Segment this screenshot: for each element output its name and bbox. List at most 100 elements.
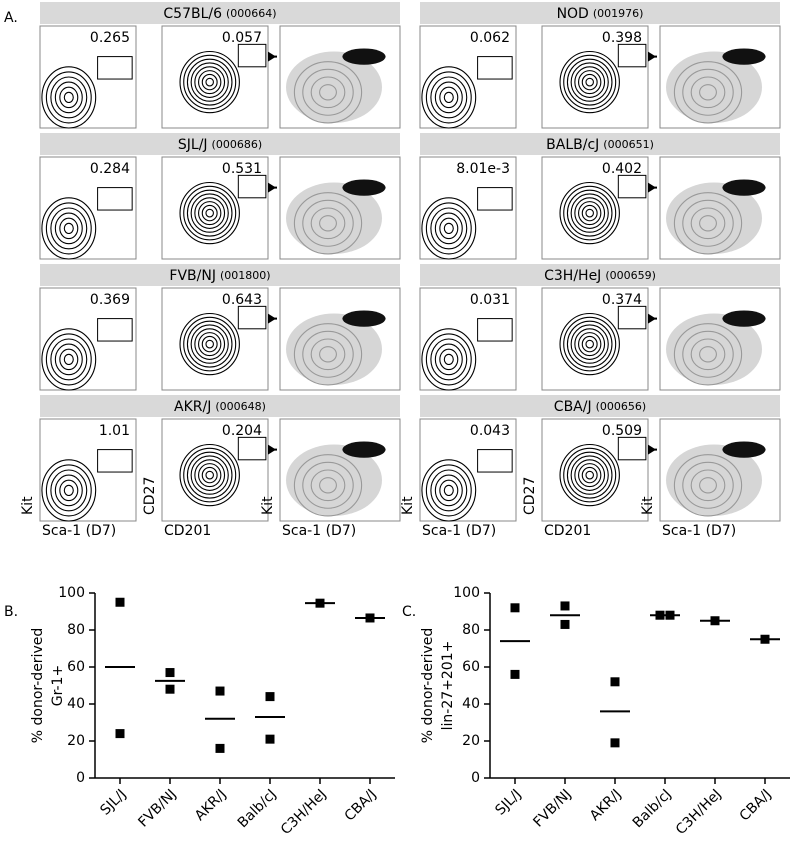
strain-title: AKR/J (000648) xyxy=(174,399,266,415)
contour xyxy=(559,181,620,245)
contour xyxy=(302,330,354,378)
contour xyxy=(186,58,233,106)
gate-value: 0.398 xyxy=(602,30,642,46)
contour xyxy=(439,348,459,371)
axis-label: CD27 xyxy=(522,477,538,515)
strain-header xyxy=(40,2,400,24)
strain-header xyxy=(40,395,400,417)
y-tick-label: 0 xyxy=(76,770,85,786)
contour xyxy=(319,84,337,101)
contour xyxy=(425,464,472,517)
gate xyxy=(237,174,267,199)
data-point xyxy=(510,603,520,613)
contour xyxy=(310,207,346,240)
x-tick-label: CBA/J xyxy=(737,786,775,824)
contour xyxy=(430,469,468,512)
axis-label: CD27 xyxy=(142,477,158,515)
contour xyxy=(194,459,226,491)
contour xyxy=(421,459,477,522)
x-tick-label: C3H/HeJ xyxy=(673,786,725,838)
contour xyxy=(682,199,734,247)
x-tick-label: Balb/cJ xyxy=(235,786,280,831)
gate-value: 0.043 xyxy=(470,423,510,439)
y-tick-label: 80 xyxy=(462,622,480,638)
contour xyxy=(183,185,237,241)
contour xyxy=(63,91,74,104)
contour xyxy=(50,76,88,119)
blob xyxy=(722,179,766,196)
contour xyxy=(198,463,222,488)
gate xyxy=(97,449,133,473)
contour xyxy=(570,324,609,364)
contour xyxy=(585,208,594,218)
contour xyxy=(293,192,363,255)
x-tick-label: AKR/J xyxy=(587,786,625,824)
contour xyxy=(425,202,472,255)
contour xyxy=(682,461,734,509)
contour xyxy=(179,312,240,376)
axis-label: Kit xyxy=(640,496,656,515)
strain-name: FVB/NJ xyxy=(169,268,216,284)
strain-id: (001976) xyxy=(593,7,644,20)
contour xyxy=(574,197,606,229)
contour xyxy=(293,454,363,517)
contour xyxy=(45,202,92,255)
contour xyxy=(699,84,717,101)
contour xyxy=(201,73,218,91)
contour xyxy=(578,70,602,95)
contour xyxy=(581,335,598,353)
blob xyxy=(722,441,766,458)
x-tick-label: CBA/J xyxy=(342,786,380,824)
contour xyxy=(310,469,346,502)
axis-label: Sca-1 (D7) xyxy=(422,523,496,539)
contour xyxy=(54,474,83,507)
data-point xyxy=(165,684,175,694)
gate xyxy=(97,318,133,342)
gate-value: 0.509 xyxy=(602,423,642,439)
strain-name: SJL/J xyxy=(178,137,208,153)
contour xyxy=(201,466,218,484)
gate-value: 0.265 xyxy=(90,30,130,46)
gate xyxy=(237,436,267,461)
strain-id: (001800) xyxy=(220,269,271,282)
gate xyxy=(97,187,133,211)
contour xyxy=(183,447,237,503)
contour xyxy=(566,58,613,106)
contour xyxy=(578,201,602,226)
contour xyxy=(430,76,468,119)
strain-title: C57BL/6 (000664) xyxy=(163,6,276,22)
contour xyxy=(443,222,454,235)
contour xyxy=(302,199,354,247)
blob xyxy=(342,441,386,458)
contour xyxy=(574,459,606,491)
contour xyxy=(578,463,602,488)
contour xyxy=(563,447,617,503)
strain-id: (000686) xyxy=(212,138,263,151)
contour xyxy=(585,470,594,480)
contour xyxy=(682,68,734,116)
arrow xyxy=(268,51,276,62)
contour xyxy=(570,455,609,495)
contour xyxy=(443,484,454,497)
contour xyxy=(673,454,743,517)
contour xyxy=(45,71,92,124)
strain-title: CBA/J (000656) xyxy=(554,399,646,415)
contour xyxy=(690,76,726,109)
x-tick-label: Balb/cJ xyxy=(630,786,675,831)
y-tick-label: 20 xyxy=(462,733,480,749)
gate-value: 0.031 xyxy=(470,292,510,308)
contour xyxy=(699,346,717,363)
contour xyxy=(194,197,226,229)
contour xyxy=(690,469,726,502)
strain-title: SJL/J (000686) xyxy=(178,137,262,153)
x-tick-label: FVB/NJ xyxy=(530,786,574,830)
data-point xyxy=(560,619,570,629)
strain-name: BALB/cJ xyxy=(546,137,599,153)
x-tick-label: SJL/J xyxy=(492,786,524,818)
contour xyxy=(205,339,214,349)
axis-label: Kit xyxy=(20,496,36,515)
arrow xyxy=(268,182,276,193)
contour xyxy=(585,77,594,87)
contour xyxy=(690,207,726,240)
contour xyxy=(54,343,83,376)
